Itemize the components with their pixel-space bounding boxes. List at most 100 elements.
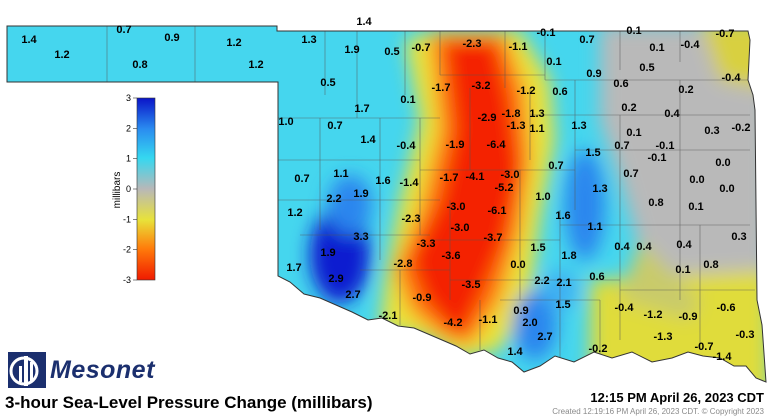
colorbar-tick-label: 2 bbox=[126, 123, 131, 133]
station-value: 0.7 bbox=[623, 168, 638, 180]
station-value: 1.4 bbox=[360, 134, 376, 146]
station-value: 0.1 bbox=[675, 264, 690, 276]
colorbar-tick-label: -2 bbox=[123, 245, 131, 255]
station-value: 0.5 bbox=[320, 77, 335, 89]
station-value: -1.4 bbox=[713, 351, 733, 363]
station-value: -5.2 bbox=[495, 182, 514, 194]
station-value: 0.9 bbox=[513, 305, 528, 317]
station-value: 3.3 bbox=[353, 231, 368, 243]
station-value: 0.1 bbox=[400, 94, 415, 106]
colorbar-tick-label: 3 bbox=[126, 93, 131, 103]
station-value: 1.1 bbox=[529, 123, 544, 135]
station-value: 1.0 bbox=[535, 191, 550, 203]
station-value: 1.2 bbox=[287, 207, 302, 219]
station-value: 0.6 bbox=[613, 78, 628, 90]
station-value: -3.5 bbox=[462, 279, 481, 291]
station-value: 1.5 bbox=[555, 299, 570, 311]
station-value: 0.1 bbox=[546, 56, 561, 68]
station-value: 0.3 bbox=[704, 125, 719, 137]
station-value: 0.7 bbox=[294, 173, 309, 185]
station-value: -0.4 bbox=[681, 39, 701, 51]
station-value: -1.2 bbox=[517, 85, 536, 97]
station-value: 2.1 bbox=[556, 277, 571, 289]
station-value: 0.5 bbox=[639, 62, 654, 74]
station-value: -0.2 bbox=[732, 122, 751, 134]
station-value: -3.7 bbox=[484, 232, 503, 244]
station-value: -2.1 bbox=[379, 310, 398, 322]
station-value: 1.4 bbox=[356, 16, 372, 28]
station-value: -1.9 bbox=[446, 139, 465, 151]
station-value: -6.4 bbox=[487, 139, 507, 151]
station-value: 0.6 bbox=[552, 86, 567, 98]
color-legend: 3 2 1 0 -1 -2 -3 millibars bbox=[112, 93, 156, 285]
station-value: -2.3 bbox=[463, 38, 482, 50]
station-value: 1.5 bbox=[530, 242, 545, 254]
station-value: -3.0 bbox=[501, 169, 520, 181]
station-value: 0.4 bbox=[614, 241, 630, 253]
station-value: 1.3 bbox=[301, 34, 316, 46]
station-value: 1.9 bbox=[320, 247, 335, 259]
station-value: 0.1 bbox=[688, 201, 703, 213]
station-value: -0.9 bbox=[679, 311, 698, 323]
station-value: 1.2 bbox=[54, 49, 69, 61]
station-value: 1.6 bbox=[375, 175, 390, 187]
station-value: -0.7 bbox=[412, 42, 431, 54]
station-value: 1.4 bbox=[507, 346, 523, 358]
station-value: 2.7 bbox=[345, 289, 360, 301]
station-value: 1.9 bbox=[344, 44, 359, 56]
station-value: -0.1 bbox=[648, 152, 667, 164]
observation-timestamp: 12:15 PM April 26, 2023 CDT bbox=[590, 390, 764, 405]
station-value: 0.7 bbox=[327, 120, 342, 132]
station-value: 0.1 bbox=[626, 127, 641, 139]
station-value: 0.7 bbox=[116, 24, 131, 36]
station-value: -1.8 bbox=[502, 108, 521, 120]
station-value: 0.5 bbox=[384, 46, 399, 58]
station-value: -0.4 bbox=[722, 72, 742, 84]
station-value: 0.8 bbox=[132, 59, 147, 71]
station-value: 1.5 bbox=[585, 147, 600, 159]
colorbar-label: millibars bbox=[112, 172, 123, 209]
station-value: -0.3 bbox=[736, 329, 755, 341]
station-value: -2.8 bbox=[394, 258, 413, 270]
station-value: 1.1 bbox=[587, 221, 602, 233]
station-value: -0.9 bbox=[413, 292, 432, 304]
station-value: 2.9 bbox=[328, 273, 343, 285]
station-value: -3.6 bbox=[442, 250, 461, 262]
station-value: 1.8 bbox=[561, 250, 576, 262]
station-value: -1.2 bbox=[644, 309, 663, 321]
station-value: 0.7 bbox=[548, 160, 563, 172]
station-value: 0.1 bbox=[649, 42, 664, 54]
colorbar-tick-label: 1 bbox=[126, 154, 131, 164]
station-value: -0.6 bbox=[717, 302, 736, 314]
colorbar-tick-label: -3 bbox=[123, 275, 131, 285]
station-value: 0.4 bbox=[664, 108, 680, 120]
station-value: -3.0 bbox=[451, 222, 470, 234]
station-value: 0.9 bbox=[586, 68, 601, 80]
station-value: 0.4 bbox=[676, 239, 692, 251]
station-value: -1.3 bbox=[654, 331, 673, 343]
station-value: -0.2 bbox=[589, 343, 608, 355]
station-value: -2.3 bbox=[402, 213, 421, 225]
station-value: 1.2 bbox=[248, 59, 263, 71]
station-value: 0.2 bbox=[678, 84, 693, 96]
station-value: -2.9 bbox=[478, 112, 497, 124]
station-value: 0.3 bbox=[731, 231, 746, 243]
map-shading bbox=[7, 26, 766, 382]
station-value: 1.4 bbox=[21, 34, 37, 46]
station-value: 0.8 bbox=[703, 259, 718, 271]
colorbar-tick-label: 0 bbox=[126, 184, 131, 194]
mesonet-tower-icon bbox=[8, 352, 46, 388]
station-value: 1.6 bbox=[555, 210, 570, 222]
station-value: 1.3 bbox=[571, 120, 586, 132]
map-title: 3-hour Sea-Level Pressure Change (millib… bbox=[5, 393, 373, 412]
station-value: -0.1 bbox=[537, 27, 556, 39]
station-value: -3.3 bbox=[417, 238, 436, 250]
station-value: 1.7 bbox=[354, 103, 369, 115]
station-value: 0.8 bbox=[648, 197, 663, 209]
station-value: 1.7 bbox=[286, 262, 301, 274]
station-value: -1.7 bbox=[432, 82, 451, 94]
station-value: 0.2 bbox=[621, 102, 636, 114]
station-value: 0.1 bbox=[626, 25, 641, 37]
station-value: 2.0 bbox=[522, 317, 537, 329]
